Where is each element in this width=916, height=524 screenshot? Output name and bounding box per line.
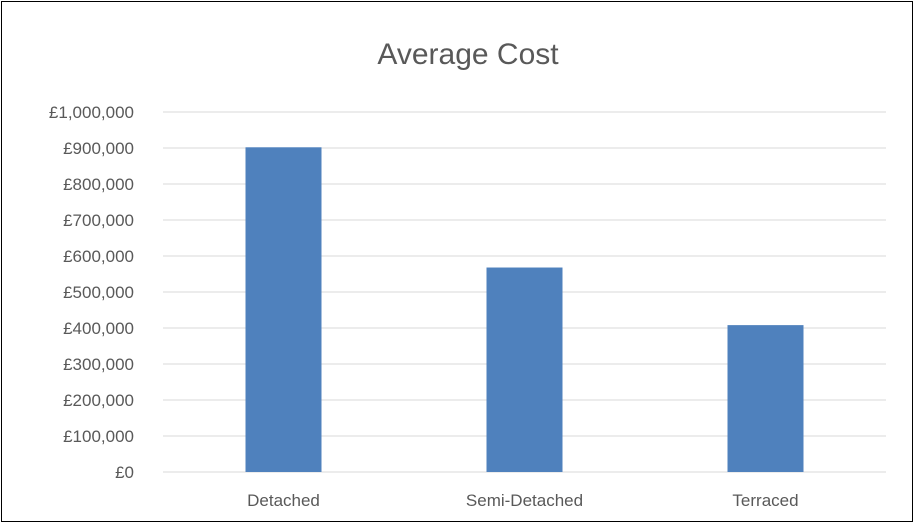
- y-tick-label: £300,000: [63, 355, 134, 374]
- y-tick-label: £800,000: [63, 175, 134, 194]
- bar-semi-detached: [486, 267, 563, 472]
- y-tick-label: £700,000: [63, 211, 134, 230]
- y-axis-tick-labels: £0 £100,000 £200,000 £300,000 £400,000 £500,0…: [49, 103, 134, 482]
- chart-title: Average Cost: [377, 38, 559, 71]
- y-tick-label: £400,000: [63, 319, 134, 338]
- y-tick-label: £1,000,000: [49, 103, 134, 122]
- y-tick-label: £500,000: [63, 283, 134, 302]
- y-tick-label: £0: [115, 463, 134, 482]
- x-category-label: Detached: [247, 491, 320, 510]
- x-category-label: Terraced: [732, 491, 798, 510]
- y-tick-label: £100,000: [63, 427, 134, 446]
- y-tick-label: £600,000: [63, 247, 134, 266]
- bar-detached: [245, 147, 322, 472]
- x-axis-category-labels: Detached Semi-Detached Terraced: [247, 491, 798, 510]
- bar-terraced: [727, 325, 804, 472]
- x-category-label: Semi-Detached: [466, 491, 583, 510]
- y-tick-label: £900,000: [63, 139, 134, 158]
- bars: [245, 147, 804, 472]
- y-tick-label: £200,000: [63, 391, 134, 410]
